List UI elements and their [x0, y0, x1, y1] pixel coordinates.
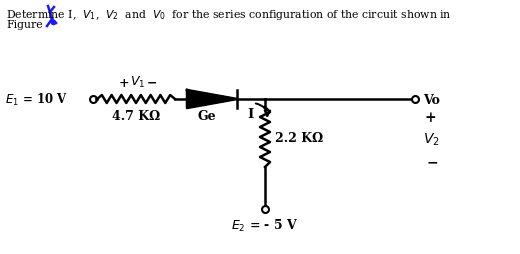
Text: +: +: [425, 110, 437, 124]
Text: $V_1$: $V_1$: [131, 75, 146, 90]
Text: I: I: [247, 108, 253, 121]
Text: $E_1$ = 10 V: $E_1$ = 10 V: [5, 92, 68, 108]
Text: 2.2 KΩ: 2.2 KΩ: [275, 131, 323, 144]
Text: Figure: Figure: [6, 20, 43, 30]
Text: −: −: [427, 154, 439, 168]
Text: Vo: Vo: [423, 93, 440, 106]
Text: Ge: Ge: [198, 109, 216, 122]
Text: Determine I,  $V_1$,  $V_2$  and  $V_0$  for the series configuration of the cir: Determine I, $V_1$, $V_2$ and $V_0$ for …: [6, 8, 452, 22]
Text: −: −: [147, 77, 157, 90]
Text: $E_2$ = - 5 V: $E_2$ = - 5 V: [231, 217, 298, 233]
Text: +: +: [119, 77, 129, 90]
Text: $V_2$: $V_2$: [423, 131, 440, 148]
Text: 4.7 KΩ: 4.7 KΩ: [112, 109, 160, 122]
Polygon shape: [187, 91, 237, 108]
